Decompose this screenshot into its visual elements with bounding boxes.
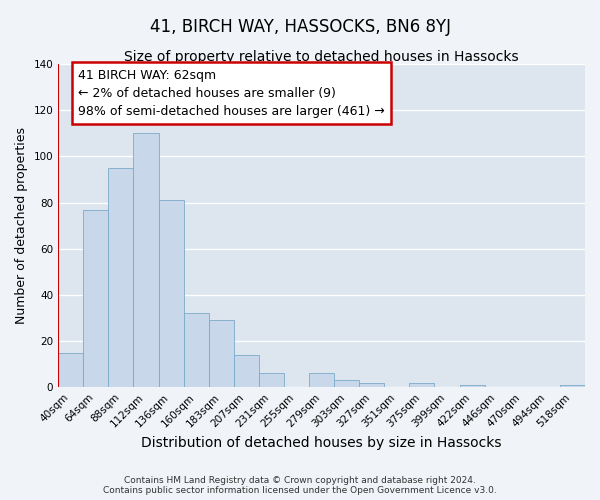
Bar (109, 168, 133, 388)
Bar (409, 382, 434, 388)
Bar (58, 352, 83, 388)
Bar (83, 210, 109, 388)
Y-axis label: Number of detached properties: Number of detached properties (15, 127, 28, 324)
Bar (133, 134, 158, 388)
Bar (209, 320, 234, 388)
Bar (460, 385, 485, 388)
Bar (334, 380, 359, 388)
Bar (158, 200, 184, 388)
Text: Contains HM Land Registry data © Crown copyright and database right 2024.
Contai: Contains HM Land Registry data © Crown c… (103, 476, 497, 495)
Bar (560, 385, 585, 388)
Bar (359, 382, 385, 388)
Text: 41 BIRCH WAY: 62sqm
← 2% of detached houses are smaller (9)
98% of semi-detached: 41 BIRCH WAY: 62sqm ← 2% of detached hou… (78, 68, 385, 117)
Bar (234, 355, 259, 388)
Bar (184, 314, 209, 388)
Text: 41, BIRCH WAY, HASSOCKS, BN6 8YJ: 41, BIRCH WAY, HASSOCKS, BN6 8YJ (149, 18, 451, 36)
Bar (309, 374, 334, 388)
Title: Size of property relative to detached houses in Hassocks: Size of property relative to detached ho… (124, 50, 519, 64)
Bar (259, 374, 284, 388)
X-axis label: Distribution of detached houses by size in Hassocks: Distribution of detached houses by size … (142, 436, 502, 450)
